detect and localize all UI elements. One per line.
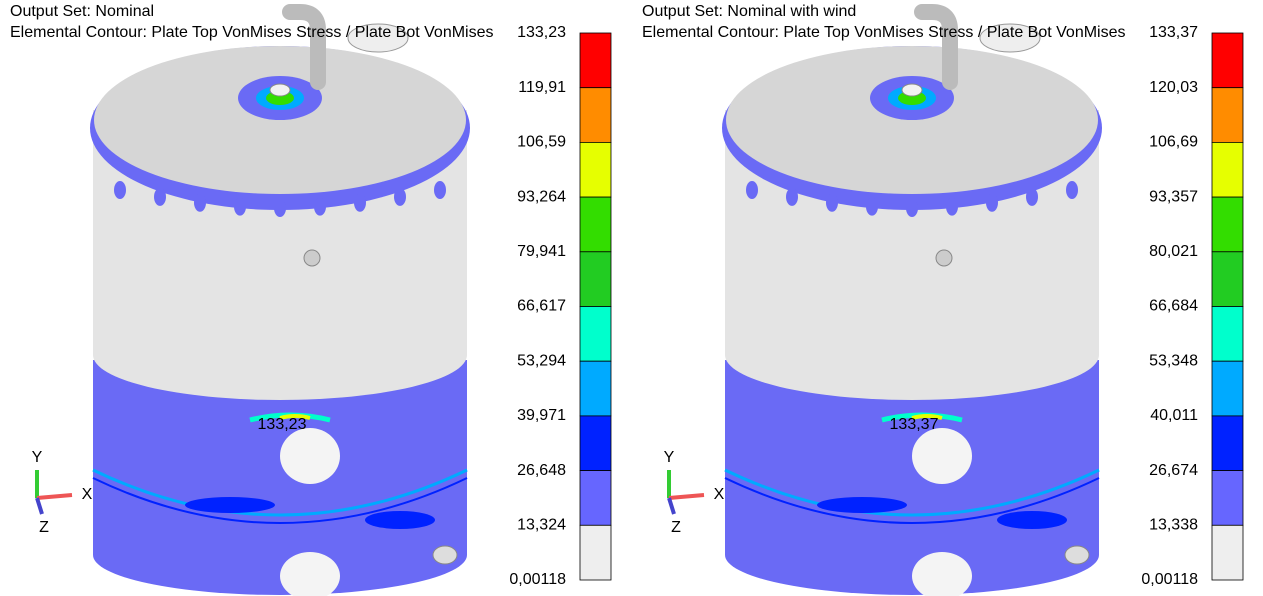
legend-band: [1212, 525, 1243, 580]
legend-label: 39,971: [517, 407, 566, 424]
legend-label: 13,338: [1149, 517, 1198, 534]
contour-label: Elemental Contour: Plate Top VonMises St…: [10, 24, 494, 41]
shell-upper-edge: [93, 310, 467, 400]
roof-drip: [746, 181, 758, 199]
stress-spot: [185, 497, 275, 513]
roof-drip: [434, 181, 446, 199]
roof-drip: [274, 199, 286, 217]
roof-drip: [986, 194, 998, 212]
output-set: Output Set: Nominal: [10, 3, 154, 20]
axis-x: [37, 495, 72, 498]
roof-drip: [906, 199, 918, 217]
legend-label: 0,00118: [509, 571, 566, 588]
legend-band: [580, 142, 611, 197]
legend-label: 66,684: [1149, 298, 1198, 315]
manway: [280, 428, 340, 484]
tank-model: [90, 12, 470, 596]
legend-band: [580, 88, 611, 143]
legend-label: 53,294: [517, 352, 566, 369]
legend-label: 106,59: [517, 134, 566, 151]
axis-z-label: Z: [39, 519, 49, 536]
legend-label: 40,011: [1150, 407, 1198, 424]
roof-drip: [354, 194, 366, 212]
stress-spot: [817, 497, 907, 513]
legend-label: 120,03: [1149, 79, 1198, 96]
legend-band: [1212, 142, 1243, 197]
legend-label: 79,941: [517, 243, 566, 260]
panel: Output Set: Nominal Elemental Contour: Pl…: [10, 3, 611, 596]
manway: [912, 428, 972, 484]
roof-drip: [866, 198, 878, 216]
legend-label: 66,617: [517, 298, 566, 315]
legend-band: [1212, 197, 1243, 252]
legend-band: [1212, 361, 1243, 416]
roof-drip: [946, 198, 958, 216]
legend-band: [580, 197, 611, 252]
roof-drip: [314, 198, 326, 216]
axis-x-label: X: [82, 486, 93, 503]
nozzle: [270, 84, 290, 96]
roof-drip: [1026, 188, 1038, 206]
pipe-stub: [1065, 546, 1089, 564]
roof-drip: [114, 181, 126, 199]
side-nozzle: [304, 250, 320, 266]
legend-label: 106,69: [1149, 134, 1198, 151]
fea-view: Output Set: Nominal Elemental Contour: Pl…: [0, 0, 1263, 596]
axis-x: [669, 495, 704, 498]
legend-label: 119,91: [518, 79, 566, 96]
legend-band: [580, 471, 611, 526]
axis-z-label: Z: [671, 519, 681, 536]
side-nozzle: [936, 250, 952, 266]
roof-drip: [234, 198, 246, 216]
legend-band: [580, 416, 611, 471]
pipe-stub: [433, 546, 457, 564]
legend-label: 53,348: [1149, 352, 1198, 369]
legend-band: [580, 361, 611, 416]
roof-drip: [154, 188, 166, 206]
legend-label: 80,021: [1149, 243, 1198, 260]
peak-label: 133,37: [890, 416, 939, 433]
stress-spot: [997, 511, 1067, 529]
roof-drip: [394, 188, 406, 206]
legend-band: [1212, 307, 1243, 362]
legend-label: 133,37: [1149, 24, 1198, 41]
tank-model: [722, 12, 1102, 596]
legend-label: 13,324: [517, 517, 566, 534]
roof-drip: [194, 194, 206, 212]
axis-z: [37, 498, 42, 514]
roof-drip: [786, 188, 798, 206]
shell-upper-edge: [725, 310, 1099, 400]
roof-drip: [1066, 181, 1078, 199]
legend-label: 93,357: [1149, 188, 1198, 205]
legend-label: 0,00118: [1141, 571, 1198, 588]
legend-band: [1212, 471, 1243, 526]
peak-label: 133,23: [258, 416, 307, 433]
legend-band: [1212, 416, 1243, 471]
legend-label: 26,648: [517, 462, 566, 479]
axis-z: [669, 498, 674, 514]
contour-label: Elemental Contour: Plate Top VonMises St…: [642, 24, 1126, 41]
panel: Output Set: Nominal with wind Elemental C…: [642, 3, 1243, 596]
legend-band: [1212, 252, 1243, 307]
legend-band: [1212, 88, 1243, 143]
axis-x-label: X: [714, 486, 725, 503]
output-set: Output Set: Nominal with wind: [642, 3, 856, 20]
nozzle: [902, 84, 922, 96]
legend-label: 133,23: [517, 24, 566, 41]
legend-band: [580, 252, 611, 307]
legend-band: [580, 307, 611, 362]
roof-drip: [826, 194, 838, 212]
legend-band: [580, 33, 611, 88]
legend-band: [1212, 33, 1243, 88]
legend-label: 26,674: [1149, 462, 1198, 479]
stress-spot: [365, 511, 435, 529]
axis-y-label: Y: [664, 449, 675, 466]
legend-label: 93,264: [517, 188, 566, 205]
legend-band: [580, 525, 611, 580]
axis-y-label: Y: [32, 449, 43, 466]
